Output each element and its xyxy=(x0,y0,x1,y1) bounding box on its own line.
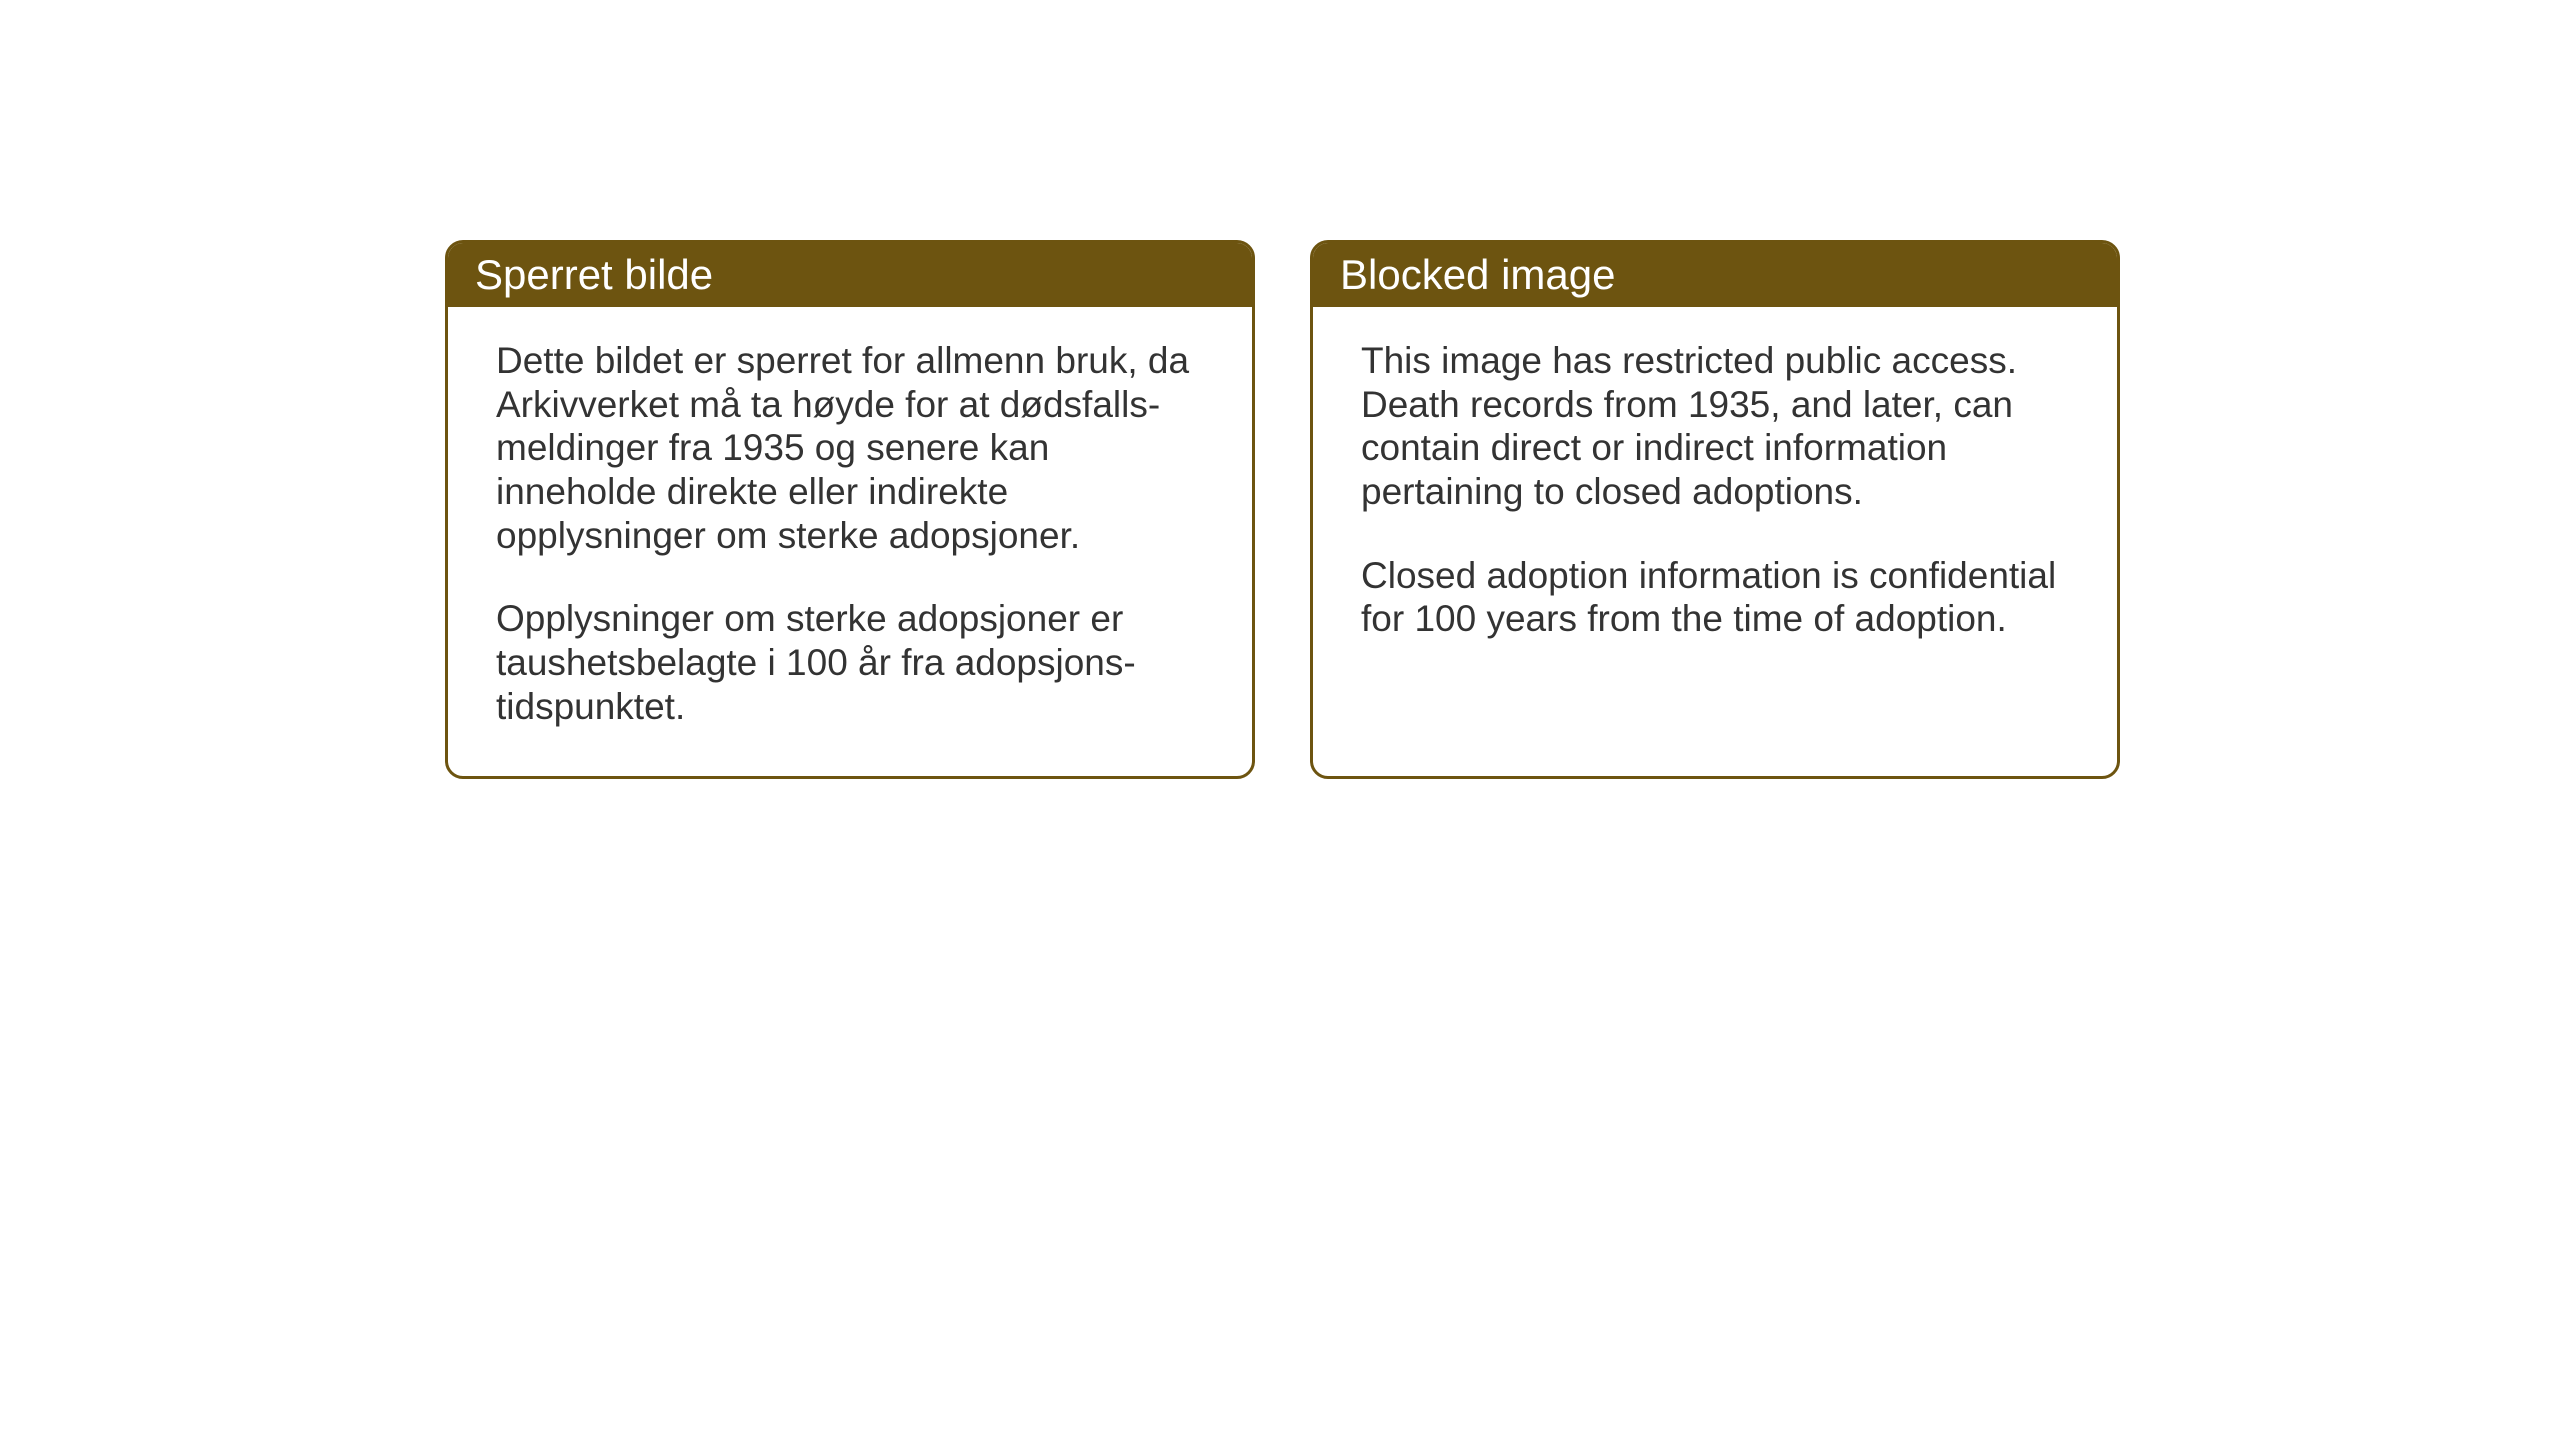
norwegian-card-body: Dette bildet er sperret for allmenn bruk… xyxy=(448,307,1252,776)
norwegian-notice-card: Sperret bilde Dette bildet er sperret fo… xyxy=(445,240,1255,779)
notice-container: Sperret bilde Dette bildet er sperret fo… xyxy=(445,240,2120,779)
english-paragraph-1: This image has restricted public access.… xyxy=(1361,339,2069,514)
english-notice-card: Blocked image This image has restricted … xyxy=(1310,240,2120,779)
norwegian-card-title: Sperret bilde xyxy=(448,243,1252,307)
english-paragraph-2: Closed adoption information is confident… xyxy=(1361,554,2069,641)
norwegian-paragraph-2: Opplysninger om sterke adopsjoner er tau… xyxy=(496,597,1204,728)
english-card-body: This image has restricted public access.… xyxy=(1313,307,2117,689)
norwegian-paragraph-1: Dette bildet er sperret for allmenn bruk… xyxy=(496,339,1204,557)
english-card-title: Blocked image xyxy=(1313,243,2117,307)
